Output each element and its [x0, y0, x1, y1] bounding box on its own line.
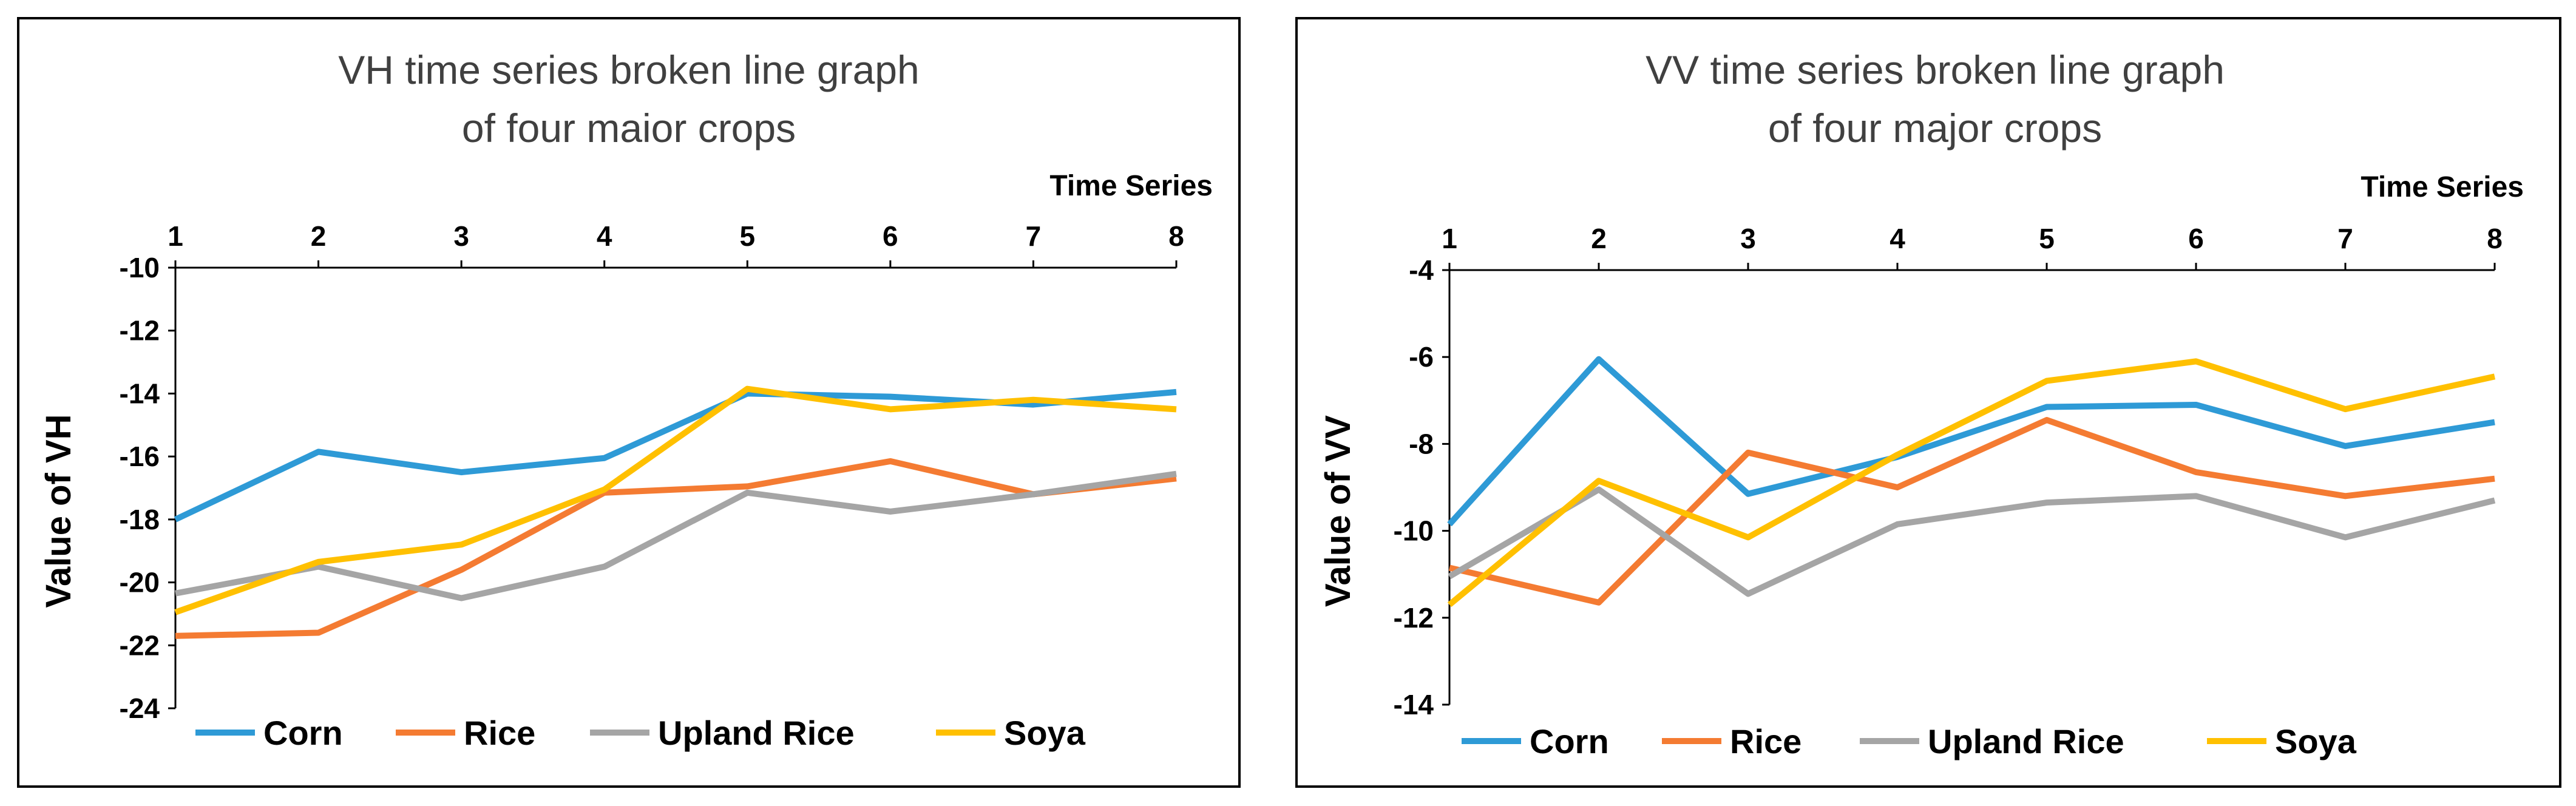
vv-y-tick-label: -10 — [1394, 515, 1434, 547]
vv-x-tick-label: 3 — [1740, 223, 1756, 254]
vv-y-tick-label: -6 — [1409, 341, 1434, 373]
vv-x-tick-label: 1 — [1442, 223, 1457, 254]
vv-legend-label-soya: Soya — [2275, 722, 2357, 760]
vv-x-tick-label: 4 — [1890, 223, 1905, 254]
vv-series-upland-rice-line — [1448, 486, 2496, 597]
vh-chart: VH time series broken line graph of four… — [39, 47, 1213, 752]
vh-y-tick-label: -16 — [120, 441, 160, 472]
vv-series-corn-line — [1447, 356, 2495, 527]
vh-series-upland-rice-line — [175, 470, 1177, 601]
vv-x-tick-label: 8 — [2487, 223, 2503, 254]
vv-chart-title-line-1: VV time series broken line graph — [1646, 47, 2225, 92]
vh-y-tick-label: -20 — [120, 567, 160, 598]
vv-legend-label-upland-rice: Upland Rice — [1928, 722, 2124, 760]
vv-y-tick-label: -12 — [1394, 602, 1434, 634]
vh-x-tick-label: 2 — [311, 220, 327, 252]
vh-series-corn-line — [174, 388, 1177, 523]
vh-legend-label-soya: Soya — [1004, 714, 1086, 752]
vv-y-tick-label: -4 — [1409, 254, 1434, 286]
vv-series-rice-line — [1448, 417, 2495, 606]
vh-x-tick-label: 5 — [739, 220, 755, 252]
vv-legend-label-rice: Rice — [1730, 722, 1802, 760]
vh-y-tick-label: -12 — [120, 315, 160, 347]
vv-plot-area: 1 2 3 4 5 6 7 8 -4 -6 -8 -10 -12 -14 Corn Rice Upland Ri… — [1394, 223, 2503, 760]
vv-x-tick-label: 6 — [2188, 223, 2204, 254]
vv-series-soya-line — [1447, 358, 2496, 608]
vv-y-tick-label: -8 — [1409, 428, 1434, 459]
vv-legend-label-corn: Corn — [1530, 722, 1609, 760]
vh-series-soya-line — [174, 385, 1177, 615]
vv-y-tick-label: -14 — [1394, 689, 1434, 720]
vv-chart-title-line-2: of four major crops — [1768, 106, 2102, 151]
vh-x-tick-label: 3 — [453, 220, 469, 252]
vh-legend-label-rice: Rice — [464, 714, 535, 752]
vh-legend-label-corn: Corn — [263, 714, 343, 752]
vh-x-tick-label: 8 — [1168, 220, 1184, 252]
vh-y-tick-label: -22 — [120, 629, 160, 661]
vh-y-axis-title: Value of VH — [39, 414, 78, 608]
vh-y-tick-label: -14 — [120, 378, 160, 409]
vh-y-tick-label: -24 — [120, 693, 160, 724]
vh-chart-title-line-2: of four maior crops — [462, 106, 796, 151]
vh-series-rice-line — [175, 458, 1177, 639]
vh-plot-area: 1 2 3 4 5 6 7 8 -10 -12 -14 -16 -18 -20 -22 -24 Corn Rice… — [120, 220, 1184, 752]
vv-x-tick-label: 5 — [2039, 223, 2055, 254]
vv-chart: VV time series broken line graph of four… — [1318, 47, 2524, 760]
vh-y-tick-label: -10 — [120, 252, 160, 283]
vh-x-tick-label: 7 — [1026, 220, 1042, 252]
vv-y-axis-title: Value of VV — [1318, 415, 1358, 607]
vh-x-axis-title: Time Series — [1049, 170, 1213, 202]
vv-x-tick-label: 2 — [1591, 223, 1607, 254]
vv-x-axis-title: Time Series — [2361, 171, 2524, 203]
vh-y-tick-label: -18 — [120, 504, 160, 535]
vh-chart-panel: VH time series broken line graph of four… — [17, 17, 1241, 788]
vh-legend-label-upland-rice: Upland Rice — [658, 714, 855, 752]
vv-chart-panel: VV time series broken line graph of four… — [1295, 17, 2561, 788]
vh-x-tick-label: 1 — [168, 220, 183, 252]
vh-chart-title-line-1: VH time series broken line graph — [338, 47, 919, 92]
vh-x-tick-label: 6 — [883, 220, 898, 252]
vv-x-tick-label: 7 — [2337, 223, 2353, 254]
vh-x-tick-label: 4 — [597, 220, 612, 252]
